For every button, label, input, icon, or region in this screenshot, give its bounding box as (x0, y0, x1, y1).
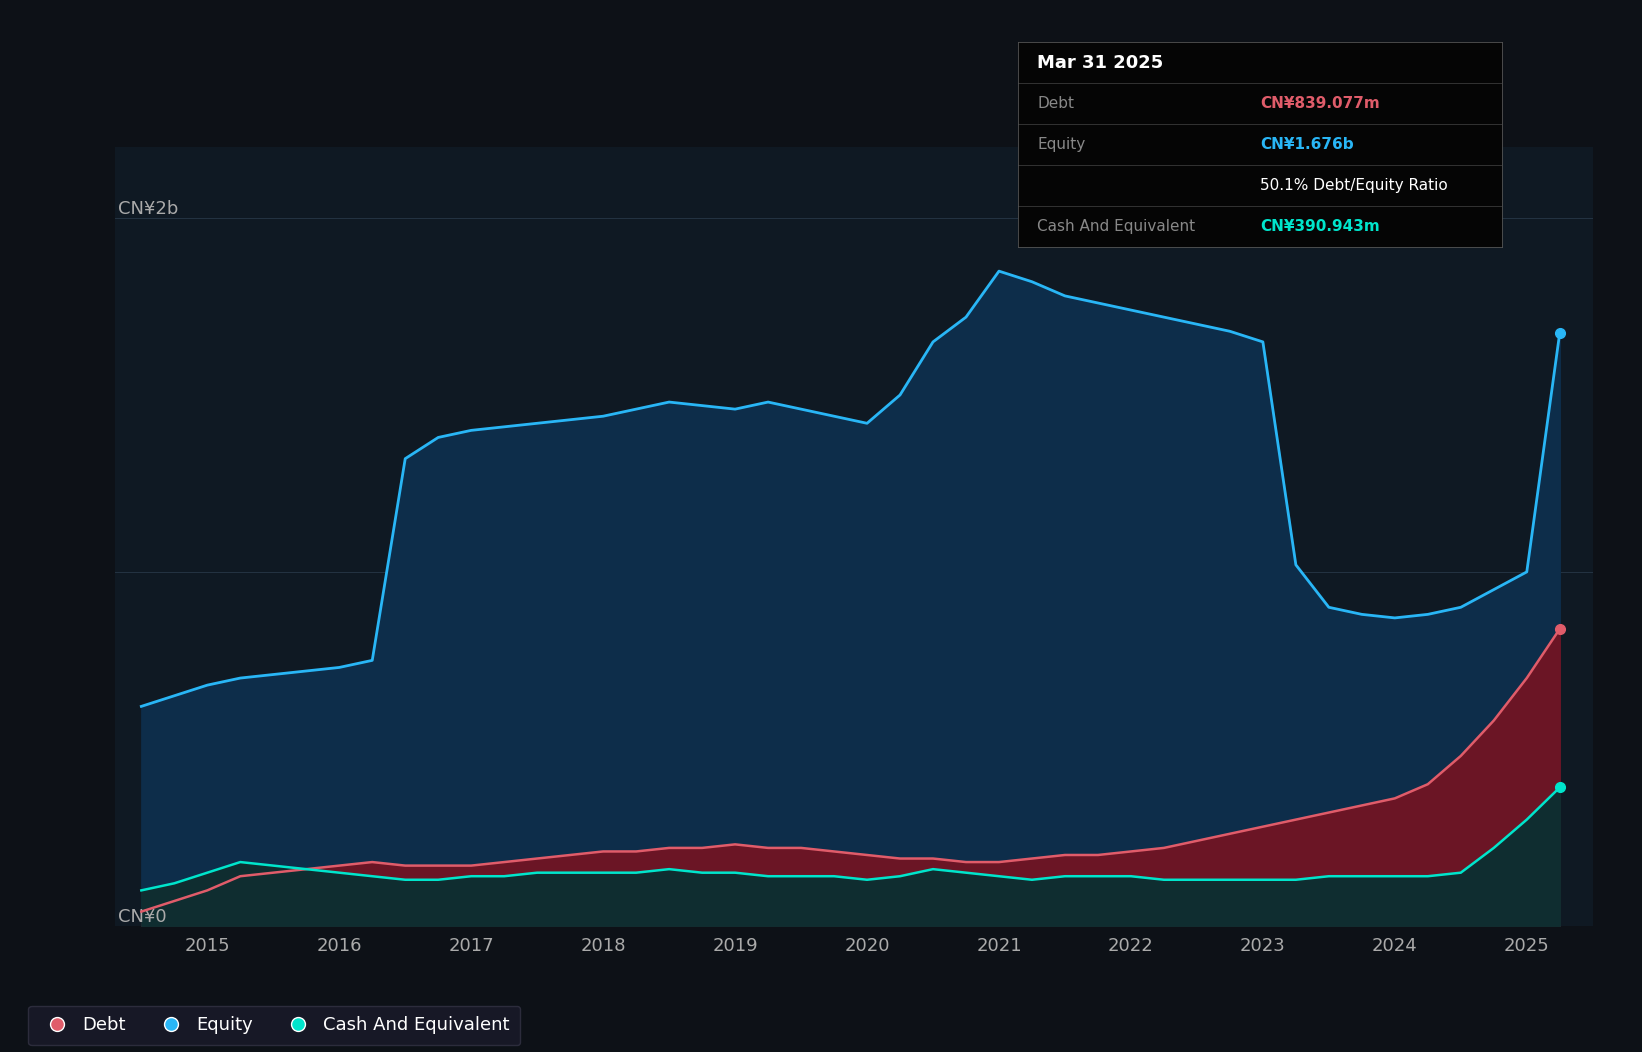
Text: CN¥2b: CN¥2b (118, 200, 179, 218)
Text: CN¥1.676b: CN¥1.676b (1261, 137, 1355, 153)
Text: 50.1% Debt/Equity Ratio: 50.1% Debt/Equity Ratio (1261, 178, 1448, 194)
Text: Equity: Equity (1038, 137, 1085, 153)
Text: CN¥390.943m: CN¥390.943m (1261, 219, 1379, 235)
Text: CN¥0: CN¥0 (118, 908, 166, 926)
Legend: Debt, Equity, Cash And Equivalent: Debt, Equity, Cash And Equivalent (28, 1006, 521, 1046)
Text: Mar 31 2025: Mar 31 2025 (1038, 54, 1164, 72)
Text: Cash And Equivalent: Cash And Equivalent (1038, 219, 1195, 235)
Text: Debt: Debt (1038, 96, 1074, 112)
Text: CN¥839.077m: CN¥839.077m (1261, 96, 1379, 112)
